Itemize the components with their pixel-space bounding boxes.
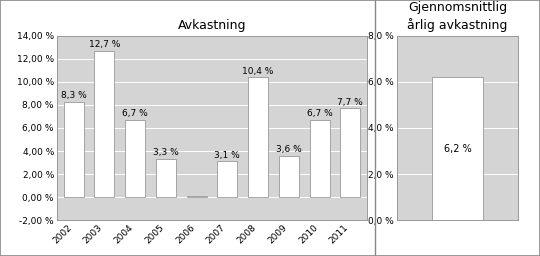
Text: 3,6 %: 3,6 % [276, 145, 302, 154]
Bar [125, 120, 145, 197]
Text: 10,4 %: 10,4 % [242, 67, 274, 76]
Bar [248, 77, 268, 197]
Bar [94, 51, 114, 197]
Text: 3,1 %: 3,1 % [214, 151, 240, 160]
Text: 7,7 %: 7,7 % [338, 98, 363, 107]
Bar [156, 159, 176, 197]
Title: Avkastning: Avkastning [178, 19, 246, 32]
Bar [432, 77, 483, 220]
Text: 3,3 %: 3,3 % [153, 148, 179, 157]
Text: 12,7 %: 12,7 % [89, 40, 120, 49]
Bar [309, 120, 329, 197]
Title: Gjennomsnittlig
årlig avkastning: Gjennomsnittlig årlig avkastning [408, 1, 508, 32]
Text: 6,7 %: 6,7 % [307, 109, 333, 118]
Text: 8,3 %: 8,3 % [60, 91, 86, 100]
Bar [217, 162, 237, 197]
Bar [187, 196, 207, 197]
Bar [340, 109, 360, 197]
Bar [64, 101, 84, 197]
Bar [279, 156, 299, 197]
Text: 6,2 %: 6,2 % [444, 144, 471, 154]
Text: 6,7 %: 6,7 % [122, 109, 148, 118]
